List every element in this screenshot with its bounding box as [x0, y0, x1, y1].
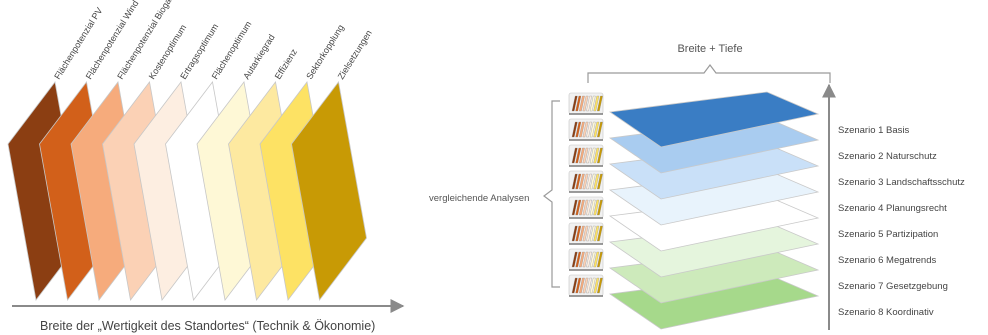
analysis-icon — [568, 222, 604, 245]
scenario-label: Szenario 4 Planungsrecht — [838, 203, 947, 214]
scenario-label: Szenario 6 Megatrends — [838, 255, 936, 266]
scenario-label: Szenario 5 Partizipation — [838, 229, 938, 240]
layer-label: Effizienz — [273, 47, 300, 81]
left-brace — [543, 100, 560, 288]
analysis-icon-column — [568, 92, 604, 297]
analysis-icon — [568, 144, 604, 167]
analysis-icon — [568, 248, 604, 271]
analysis-icon — [568, 196, 604, 219]
scenario-label: Szenario 7 Gesetzgebung — [838, 281, 948, 292]
scenario-label: Szenario 3 Landschaftsschutz — [838, 177, 965, 188]
analysis-icon — [568, 92, 604, 115]
layer-label: Autarkiegrad — [241, 32, 277, 81]
vergleichende-analysen-label: vergleichende Analysen — [429, 193, 529, 204]
analysis-icon — [568, 170, 604, 193]
layer-label: Zielsetzungen — [336, 28, 374, 81]
breite-tiefe-label: Breite + Tiefe — [677, 43, 742, 55]
scenario-label: Szenario 2 Naturschutz — [838, 151, 937, 162]
scenario-label: Szenario 1 Basis — [838, 125, 910, 136]
x-axis-label: Breite der „Wertigkeit des Standortes“ (… — [40, 319, 375, 333]
analysis-icon — [568, 274, 604, 297]
top-brace — [587, 64, 831, 83]
scenario-stack: Szenario 8 Koordinativ Szenario 7 Gesetzg… — [608, 91, 965, 330]
layer-plane — [291, 81, 367, 301]
analysis-icon — [568, 118, 604, 141]
scenario-1: Szenario 1 Basis — [608, 91, 910, 148]
scenario-plane — [608, 91, 820, 148]
scenario-label: Szenario 8 Koordinativ — [838, 307, 934, 318]
right-diagram: Breite + Tiefe vergleichende Analysen Sz… — [429, 43, 965, 330]
